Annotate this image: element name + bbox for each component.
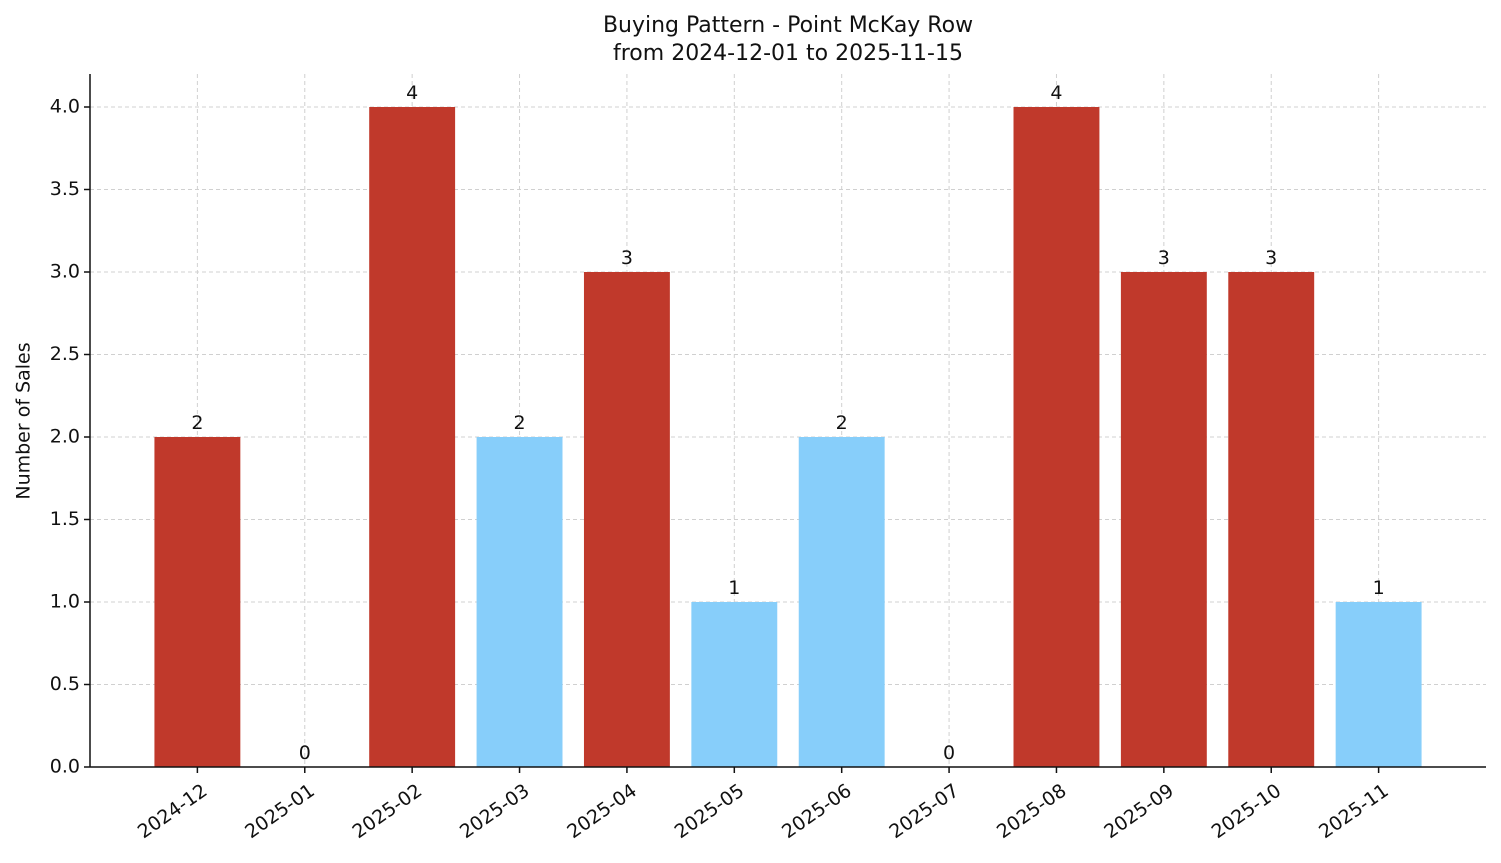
x-tick-label: 2025-03 — [456, 780, 534, 844]
value-label: 4 — [406, 82, 418, 104]
y-tick-label: 2.5 — [50, 343, 80, 365]
chart-title: Buying Pattern - Point McKay Row — [603, 13, 973, 38]
y-tick-label: 1.5 — [50, 508, 80, 530]
value-label: 1 — [1373, 577, 1385, 599]
x-tick-label: 2024-12 — [134, 780, 212, 844]
bar — [369, 107, 456, 767]
bar — [476, 437, 563, 767]
x-tick-label: 2025-01 — [241, 780, 319, 844]
y-tick-label: 3.0 — [50, 261, 80, 283]
bar — [691, 602, 778, 767]
value-label: 0 — [299, 742, 311, 764]
x-tick-label: 2025-10 — [1208, 780, 1286, 844]
value-label: 3 — [1265, 247, 1277, 269]
x-tick-label: 2025-04 — [563, 780, 641, 844]
value-label: 2 — [191, 412, 203, 434]
value-label: 4 — [1050, 82, 1062, 104]
bar — [1013, 107, 1100, 767]
y-tick-label: 0.0 — [50, 756, 80, 778]
x-tick-label: 2025-05 — [671, 780, 749, 844]
bar — [1228, 272, 1315, 767]
value-label: 3 — [621, 247, 633, 269]
y-tick-label: 4.0 — [50, 96, 80, 118]
x-tick-label: 2025-06 — [778, 780, 856, 844]
y-tick-label: 3.5 — [50, 178, 80, 200]
y-tick-label: 0.5 — [50, 673, 80, 695]
x-tick-label: 2025-07 — [885, 780, 963, 844]
bar — [154, 437, 241, 767]
bar — [1120, 272, 1207, 767]
value-label: 1 — [728, 577, 740, 599]
x-tick-label: 2025-02 — [349, 780, 427, 844]
y-tick-label: 2.0 — [50, 426, 80, 448]
value-label: 2 — [836, 412, 848, 434]
chart-subtitle: from 2024-12-01 to 2025-11-15 — [613, 41, 963, 66]
bar — [798, 437, 885, 767]
x-tick-label: 2025-11 — [1315, 780, 1393, 844]
y-tick-label: 1.0 — [50, 591, 80, 613]
x-tick-label: 2025-08 — [993, 780, 1071, 844]
value-label: 3 — [1158, 247, 1170, 269]
value-label: 0 — [943, 742, 955, 764]
bar — [1335, 602, 1422, 767]
value-label: 2 — [513, 412, 525, 434]
x-tick-label: 2025-09 — [1100, 780, 1178, 844]
bar — [583, 272, 670, 767]
y-axis-label: Number of Sales — [13, 342, 35, 499]
